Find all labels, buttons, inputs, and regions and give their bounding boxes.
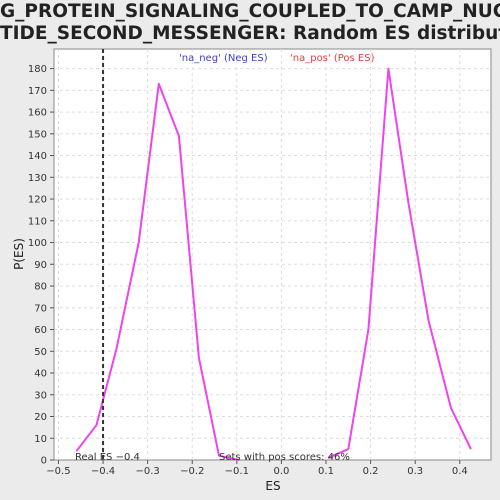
x-tick-label: 0.3: [407, 466, 423, 477]
x-tick-label: 0.0: [273, 466, 289, 477]
x-axis-label: ES: [265, 479, 280, 493]
x-tick-label: −0.4: [91, 466, 115, 477]
y-tick-label: 10: [34, 434, 47, 445]
y-tick-label: 150: [28, 129, 47, 140]
y-tick-label: 60: [34, 325, 47, 336]
plot-area: [53, 48, 492, 461]
grid-lines: [54, 49, 491, 460]
y-tick-label: 110: [28, 216, 47, 227]
x-tick-label: −0.5: [46, 466, 70, 477]
chart-title-line2: TIDE_SECOND_MESSENGER: Random ES distrib…: [0, 23, 500, 44]
x-tick-label: 0.1: [318, 466, 334, 477]
y-tick-label: 170: [28, 86, 47, 97]
legend-pos-es: 'na_pos' (Pos ES): [290, 53, 375, 64]
chart-title-line1: G_PROTEIN_SIGNALING_COUPLED_TO_CAMP_NUCL…: [0, 1, 500, 22]
y-axis-label: P(ES): [12, 238, 26, 270]
y-tick-label: 180: [28, 64, 47, 75]
y-axis-ticks: 0 10 20 30 40 50 60 70 80 90 100 110 120 130 140 150 160…: [28, 64, 54, 467]
y-tick-label: 70: [34, 303, 47, 314]
y-tick-label: 40: [34, 369, 47, 380]
x-axis-ticks: −0.5 −0.4 −0.3 −0.2 −0.1 0.0 0.1 0.2 0.3 0.4: [46, 460, 468, 477]
x-tick-label: 0.4: [452, 466, 468, 477]
x-tick-label: 0.2: [363, 466, 379, 477]
x-tick-label: −0.1: [225, 466, 249, 477]
series-line-pos-es: [327, 67, 472, 459]
y-tick-label: 20: [34, 412, 47, 423]
y-tick-label: 100: [28, 238, 47, 249]
y-tick-label: 120: [28, 195, 47, 206]
y-tick-label: 50: [34, 347, 47, 358]
y-tick-label: 0: [41, 456, 47, 467]
y-tick-label: 30: [34, 390, 47, 401]
y-tick-label: 80: [34, 282, 47, 293]
y-tick-label: 90: [34, 260, 47, 271]
x-tick-label: −0.3: [135, 466, 159, 477]
y-tick-label: 130: [28, 173, 47, 184]
legend-neg-es: 'na_neg' (Neg ES): [179, 53, 268, 64]
y-tick-label: 160: [28, 108, 47, 119]
real-es-label: Real ES −0.4: [75, 452, 140, 463]
x-tick-label: −0.2: [180, 466, 204, 477]
y-tick-label: 140: [28, 151, 47, 162]
pos-scores-annotation: Sets with pos scores: 46%: [219, 452, 350, 463]
